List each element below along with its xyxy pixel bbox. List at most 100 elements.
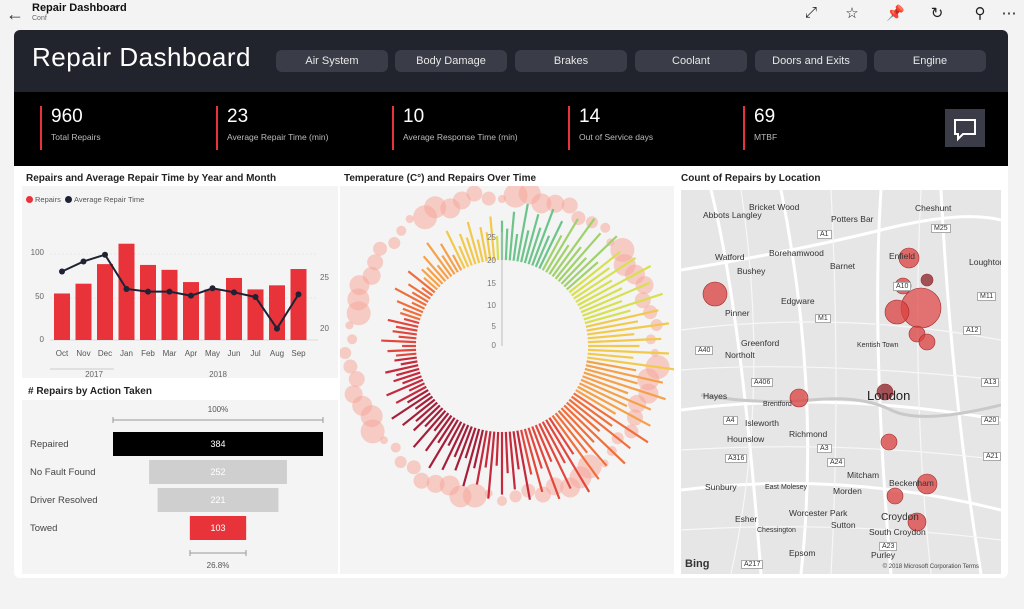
kpi-average-repair-time: 23 Average Repair Time (min) <box>216 106 328 150</box>
repairs-bar[interactable] <box>269 285 285 340</box>
map-place-isleworth: Isleworth <box>745 418 780 428</box>
funnel-bar[interactable] <box>189 516 247 540</box>
funnel-top-pct: 100% <box>208 405 228 414</box>
repairs-bar[interactable] <box>140 264 156 340</box>
funnel-bottom-pct: 26.8% <box>207 561 230 570</box>
repairs-chart-title: Repairs and Average Repair Time by Year … <box>26 173 277 184</box>
repairs-bubble <box>534 486 551 503</box>
nav-air-system[interactable]: Air System <box>276 50 388 72</box>
road-a10: A10 <box>893 282 912 291</box>
map-place-sunbury: Sunbury <box>705 482 737 492</box>
map-bubble[interactable] <box>880 433 898 451</box>
star-icon[interactable]: ☆ <box>845 5 859 22</box>
temperature-spike <box>580 378 652 411</box>
temperature-spike <box>462 428 481 487</box>
map-bubble[interactable] <box>702 281 728 307</box>
chat-button[interactable] <box>945 109 985 147</box>
temperature-spike <box>407 270 436 294</box>
map-bubble[interactable] <box>886 487 904 505</box>
temperature-spike <box>475 430 488 485</box>
temperature-spike <box>545 419 591 493</box>
map-place-esher: Esher <box>735 514 758 524</box>
avg-repair-time-point[interactable] <box>252 294 259 301</box>
map-place-borehamwood: Borehamwood <box>769 248 824 258</box>
map-place-morden: Morden <box>833 486 862 496</box>
repairs-bar[interactable] <box>161 269 178 340</box>
repairs-bubble <box>561 197 578 214</box>
avg-repair-time-point[interactable] <box>274 325 280 332</box>
map-place-mitcham: Mitcham <box>847 470 880 480</box>
app-subtitle: Conf <box>32 15 47 22</box>
avg-repair-time-point[interactable] <box>59 268 65 275</box>
map-place-enfield: Enfield <box>889 251 915 261</box>
nav-body-damage[interactable]: Body Damage <box>395 50 507 72</box>
avg-repair-time-point[interactable] <box>188 292 194 299</box>
repairs-bubble <box>373 241 388 256</box>
repairs-bubble <box>546 194 565 213</box>
avg-repair-time-point[interactable] <box>102 251 108 258</box>
temperature-spike <box>566 261 599 291</box>
repairs-bar[interactable] <box>54 293 70 340</box>
temperature-spike <box>387 348 417 353</box>
repairs-chart-legend: Repairs Average Repair Time <box>26 195 144 204</box>
avg-repair-time-point[interactable] <box>209 285 216 292</box>
temperature-spike <box>412 410 447 448</box>
temperature-spike <box>398 335 417 340</box>
kpi-average-response-time: 10 Average Response Time (min) <box>392 106 518 150</box>
map-bubble[interactable] <box>916 473 938 495</box>
map-bubble[interactable] <box>920 273 934 287</box>
temperature-spike <box>407 283 431 300</box>
temperature-spike <box>504 431 509 474</box>
refresh-icon[interactable]: ↻ <box>930 5 944 22</box>
map-place-barnet: Barnet <box>830 261 856 271</box>
avg-repair-time-point[interactable] <box>80 258 87 265</box>
avg-repair-time-point[interactable] <box>145 288 151 295</box>
temperature-spike <box>583 371 666 401</box>
avg-repair-time-point[interactable] <box>123 285 130 292</box>
x-tick-labels: Oct Nov Dec Jan Feb Mar Apr May Jun Jul Aug Sep <box>56 349 306 358</box>
funnel-bar[interactable] <box>157 488 279 512</box>
repairs-map[interactable]: Abbots Langley Bricket Wood Potters Bar … <box>681 190 1001 574</box>
expand-icon[interactable]: ⤢ <box>804 4 817 21</box>
map-bubble[interactable] <box>918 333 936 351</box>
pin-icon[interactable]: 📌 <box>886 5 905 22</box>
repairs-bar[interactable] <box>226 277 242 340</box>
map-bubble[interactable] <box>789 388 809 408</box>
temperature-spike <box>447 421 463 447</box>
chevron-down-icon[interactable]: ▾ <box>115 3 120 12</box>
back-arrow-icon[interactable]: ← <box>6 4 24 24</box>
repairs-bubble <box>571 211 586 226</box>
temperature-spike <box>557 232 602 282</box>
repairs-bar[interactable] <box>97 264 113 340</box>
nav-coolant[interactable]: Coolant <box>635 50 747 72</box>
map-copyright: © 2018 Microsoft Corporation Terms <box>882 564 979 570</box>
search-icon[interactable]: ⚲ <box>974 5 986 22</box>
temperature-spike <box>484 431 492 468</box>
repairs-bar[interactable] <box>290 269 307 340</box>
map-bubble[interactable] <box>884 299 910 325</box>
x-tick-label: May <box>205 349 220 358</box>
kpi-value: 960 <box>51 106 83 127</box>
nav-engine[interactable]: Engine <box>874 50 986 72</box>
radial-tick: 20 <box>487 256 496 265</box>
funnel-bar[interactable] <box>149 460 287 484</box>
avg-repair-time-point[interactable] <box>231 289 237 296</box>
nav-brakes[interactable]: Brakes <box>515 50 627 72</box>
avg-repair-time-point[interactable] <box>166 288 173 295</box>
temperature-spike <box>495 431 500 466</box>
repairs-bar[interactable] <box>75 283 92 340</box>
nav-doors-and-exits[interactable]: Doors and Exits <box>755 50 867 72</box>
temperature-spike <box>585 364 664 384</box>
map-bubble[interactable] <box>898 247 920 269</box>
road-a12: A12 <box>963 326 982 335</box>
avg-repair-time-point[interactable] <box>295 291 302 298</box>
road-m25: M25 <box>931 224 951 233</box>
more-icon[interactable]: ⋯ <box>1001 5 1017 22</box>
map-bubble[interactable] <box>876 383 894 401</box>
funnel-bar[interactable] <box>113 432 323 456</box>
temperature-spike <box>587 322 670 336</box>
map-bubble[interactable] <box>907 512 927 532</box>
repairs-bar[interactable] <box>183 282 199 340</box>
repairs-bar[interactable] <box>204 289 221 340</box>
dashboard-header: Repair Dashboard Air System Body Damage … <box>14 30 1008 92</box>
